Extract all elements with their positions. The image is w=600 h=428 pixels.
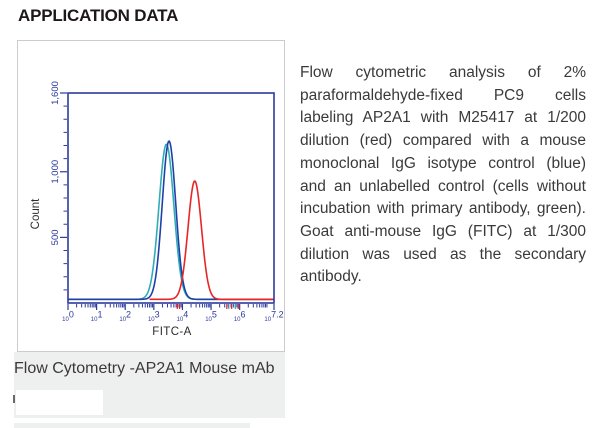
- flow-cytometry-figure-panel: 100 101 102 103 104 105 106 107.2 500 1,000 1,600 F…: [17, 40, 285, 352]
- y-tick-label: 500: [50, 229, 61, 245]
- x-tick-label: 102: [119, 310, 131, 324]
- flow-cytometry-histogram-chart: 100 101 102 103 104 105 106 107.2 500 1,000 1,600 F…: [30, 81, 284, 338]
- plot-frame: [67, 92, 275, 304]
- y-axis-title: Count: [30, 198, 42, 229]
- x-axis-title: FITC-A: [152, 326, 191, 338]
- x-tick-label: 100: [62, 310, 74, 324]
- axis-ticks: [60, 92, 275, 310]
- x-tick-label: 103: [148, 310, 160, 324]
- description-text: Flow cytometric analysis of 2% paraforma…: [300, 64, 586, 286]
- curve-red: [149, 180, 274, 301]
- x-tick-label: 101: [91, 310, 103, 324]
- curve-green: [68, 143, 274, 301]
- axis-labels: 100 101 102 103 104 105 106 107.2 500 1,000 1,600 F…: [30, 81, 284, 338]
- y-tick-label: 1,600: [50, 81, 61, 105]
- x-tick-label: 105: [205, 310, 217, 324]
- x-tick-label: 106: [234, 310, 246, 324]
- text-remnant-mark: [13, 395, 15, 403]
- x-tick-label: 104: [177, 310, 189, 324]
- histogram-curves: [68, 140, 274, 301]
- plot-border: [67, 92, 275, 304]
- redaction-box: [16, 390, 103, 415]
- caption-text: Flow Cytometry -AP2A1 Mouse mAb: [14, 360, 275, 377]
- next-section-edge: [14, 423, 250, 428]
- page-title: APPLICATION DATA: [18, 6, 179, 25]
- y-tick-label: 1,000: [50, 160, 61, 184]
- x-tick-label: 107.2: [264, 310, 283, 324]
